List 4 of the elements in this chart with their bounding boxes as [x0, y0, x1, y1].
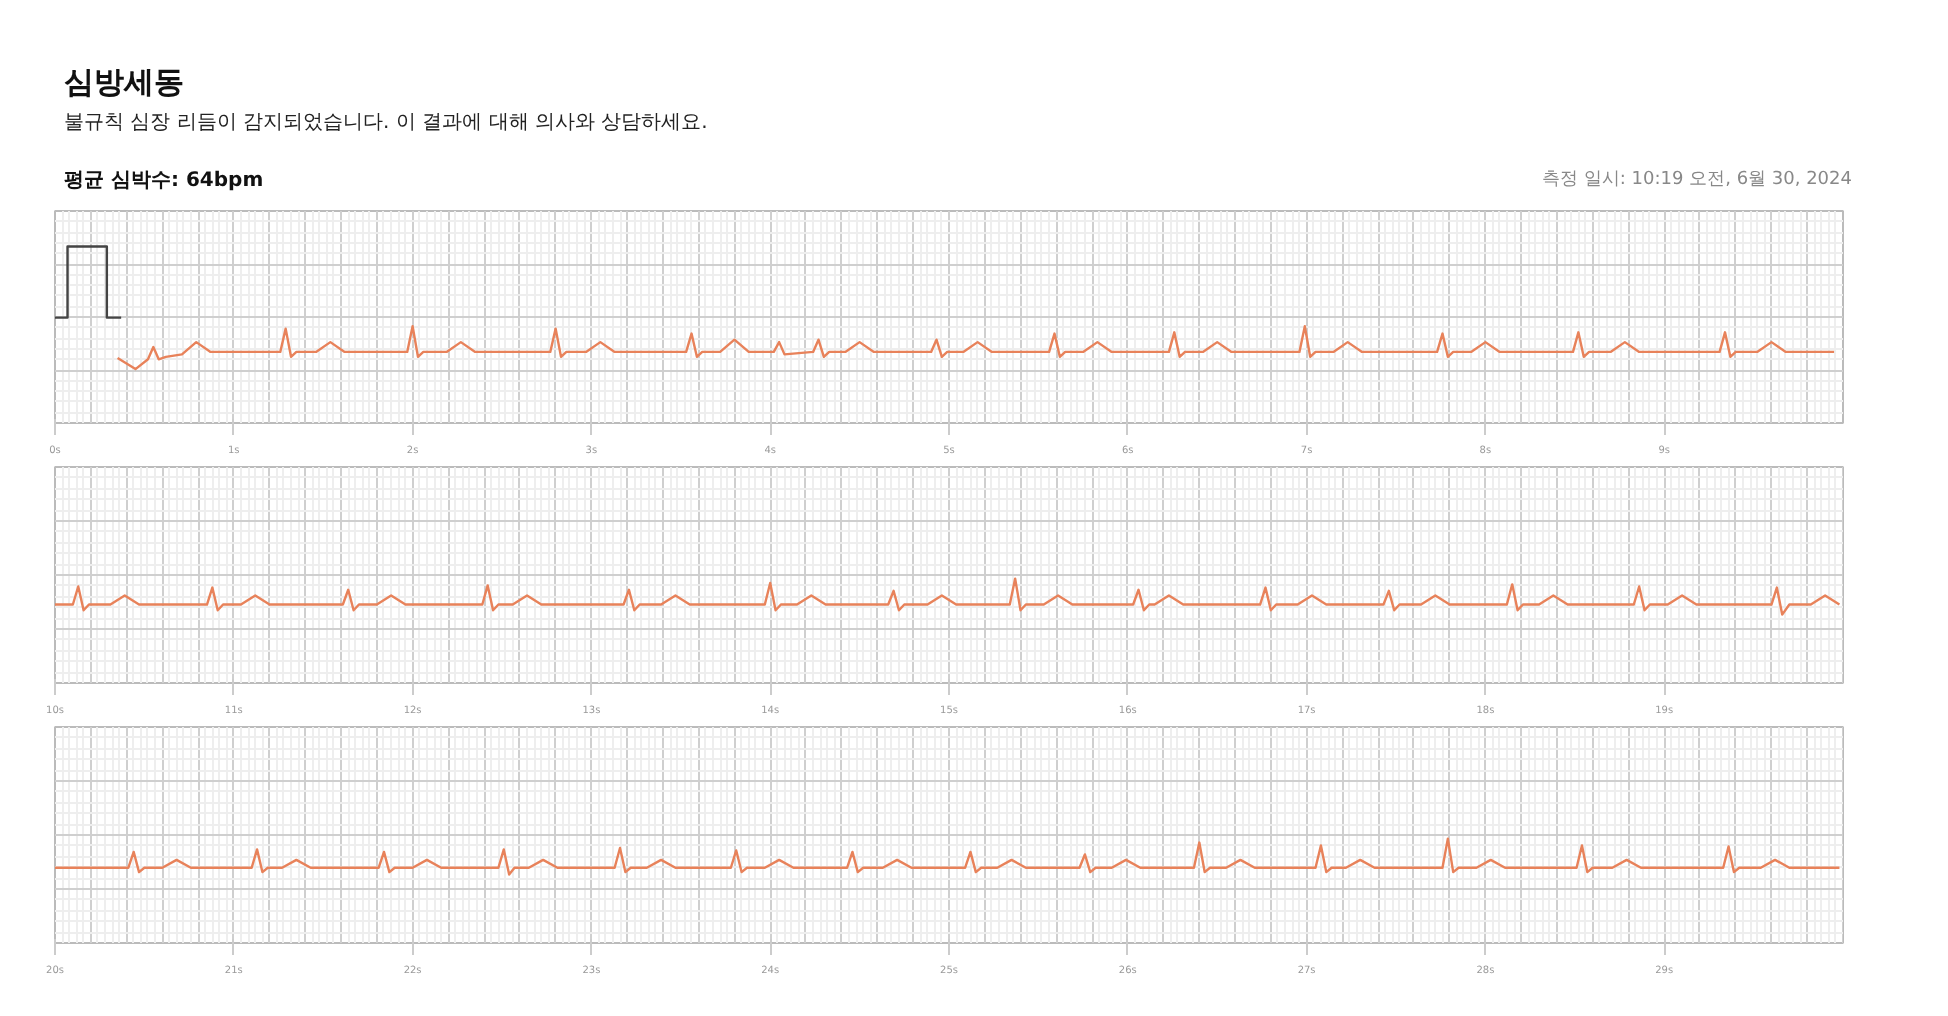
text: 평균 심박수: 64bpm	[64, 167, 264, 196]
chart-subtitle: 불규칙 심장 리듬이 감지되었습니다. 이 결과에 대해 의사와 상담하세요.	[64, 110, 710, 139]
chart-title: 심방세동	[64, 62, 186, 104]
text: 측정 일시: 10:19 오전, 6월 30, 2024	[1542, 167, 1852, 194]
